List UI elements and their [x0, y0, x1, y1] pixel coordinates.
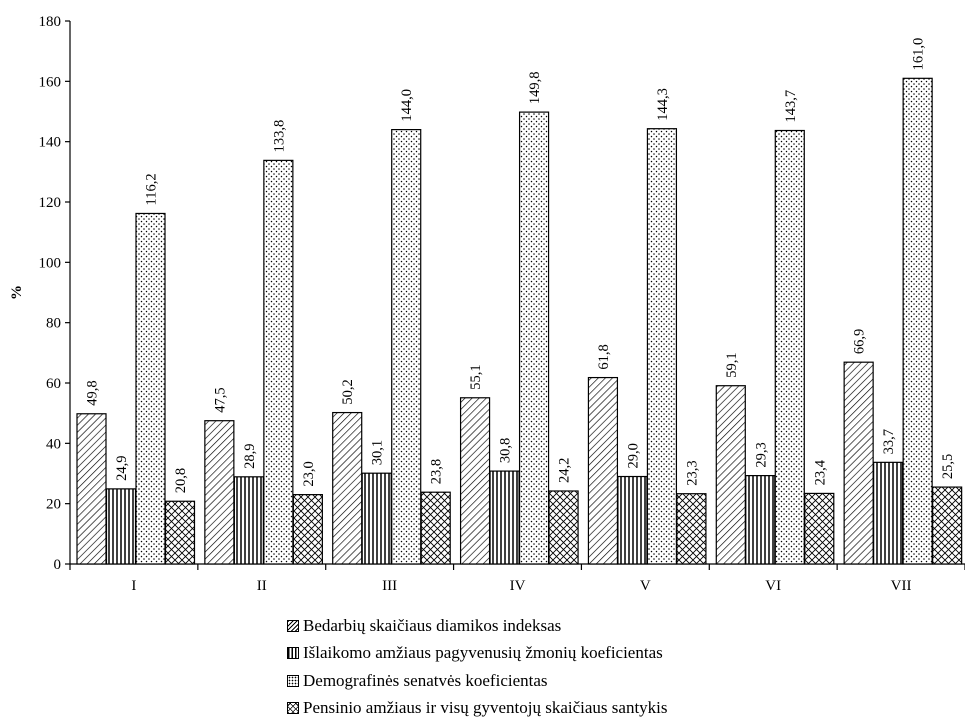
bar-series-2	[135, 212, 166, 565]
bar-series-3	[164, 500, 196, 565]
data-label: 29,0	[625, 443, 641, 468]
bar-series-0	[204, 420, 235, 565]
bar-series-2	[391, 129, 422, 565]
bar-series-1	[745, 475, 776, 565]
data-label: 47,5	[212, 387, 228, 412]
legend-item-series-2: Demografinės senatvės koeficientas	[287, 667, 668, 695]
legend: Bedarbių skaičiaus diamikos indeksas Išl…	[287, 612, 668, 722]
legend-item-series-3: Pensinio amžiaus ir visų gyventojų skaič…	[287, 695, 668, 723]
legend-label: Pensinio amžiaus ir visų gyventojų skaič…	[303, 698, 668, 718]
y-axis: 0 20 40 60 80 100 120 140 160 180	[39, 14, 71, 573]
bar-series-3	[932, 486, 963, 565]
bar-series-1	[361, 472, 392, 565]
data-label: 144,3	[655, 88, 671, 121]
bar-series-0	[332, 411, 363, 565]
x-axis: I II III IV V VI VII	[69, 563, 965, 594]
y-tick-label: 20	[46, 497, 61, 513]
data-label: 24,9	[114, 456, 130, 481]
y-tick-label: 60	[46, 376, 61, 392]
legend-item-series-0: Bedarbių skaičiaus diamikos indeksas	[287, 612, 668, 640]
bar-series-3	[676, 493, 707, 565]
data-label: 144,0	[399, 89, 415, 122]
bar-series-1	[489, 470, 520, 565]
bars	[76, 77, 963, 565]
bar-series-3	[292, 494, 323, 565]
bar-series-2	[646, 128, 678, 565]
bar-series-1	[873, 461, 904, 565]
data-label: 161,0	[911, 38, 927, 71]
x-tick-label: III	[382, 578, 397, 594]
data-label: 50,2	[340, 379, 356, 404]
bar-series-0	[843, 361, 874, 565]
data-label: 55,1	[468, 364, 484, 389]
legend-label: Demografinės senatvės koeficientas	[303, 670, 548, 690]
data-label: 133,8	[271, 120, 287, 153]
bar-series-3	[548, 490, 579, 565]
x-tick-label: VII	[891, 578, 912, 594]
data-label: 66,9	[852, 329, 868, 354]
bar-series-1	[233, 476, 264, 565]
legend-swatch-dotted	[287, 674, 299, 687]
x-tick-label: IV	[510, 578, 526, 594]
data-label: 116,2	[144, 173, 160, 205]
data-label: 23,8	[429, 459, 445, 484]
x-tick-label: VI	[765, 578, 781, 594]
legend-label: Bedarbių skaičiaus diamikos indeksas	[303, 615, 562, 635]
x-tick-label: V	[640, 578, 651, 594]
bar-series-0	[459, 397, 491, 565]
data-label: 29,3	[753, 442, 769, 467]
bar-series-2	[774, 129, 805, 565]
bar-series-2	[263, 159, 294, 565]
data-label: 23,0	[301, 461, 317, 486]
data-label: 28,9	[242, 443, 258, 468]
data-label: 20,8	[173, 468, 189, 493]
legend-label: Išlaikomo amžiaus pagyvenusių žmonių koe…	[303, 643, 663, 663]
data-label: 23,4	[812, 459, 828, 485]
data-label: 59,1	[724, 352, 740, 377]
y-tick-label: 120	[39, 195, 62, 211]
y-tick-label: 100	[39, 255, 62, 271]
bar-series-2	[902, 77, 933, 565]
data-label: 30,8	[498, 438, 514, 463]
bar-series-3	[420, 491, 451, 565]
data-label: 30,1	[370, 440, 386, 465]
bar-series-1	[105, 488, 137, 565]
bar-series-2	[518, 111, 550, 565]
y-axis-title-text: %	[9, 285, 25, 300]
legend-item-series-1: Išlaikomo amžiaus pagyvenusių žmonių koe…	[287, 640, 668, 668]
data-label: 24,2	[557, 458, 573, 483]
legend-swatch-vertical-lines	[287, 647, 299, 660]
data-label: 23,3	[684, 460, 700, 485]
bar-series-1	[617, 475, 648, 565]
bar-series-0	[715, 385, 746, 565]
data-label: 149,8	[527, 71, 543, 104]
bar-series-3	[804, 492, 835, 565]
data-label: 61,8	[596, 344, 612, 369]
y-tick-label: 140	[39, 135, 62, 151]
data-label: 143,7	[783, 90, 799, 123]
y-tick-label: 40	[46, 436, 61, 452]
y-tick-label: 180	[39, 14, 62, 30]
y-tick-label: 160	[39, 74, 62, 90]
data-label: 25,5	[940, 454, 956, 479]
legend-swatch-crosshatch	[287, 702, 299, 715]
bar-series-0	[587, 376, 619, 565]
bar-labels: 49,8 47,5 50,2 55,1 61,8 59,1 66,9 24,9 28,9 30,1…	[85, 38, 957, 494]
y-axis-title: %	[9, 285, 25, 300]
data-label: 33,7	[881, 429, 897, 454]
bar-series-0	[76, 413, 107, 565]
x-tick-label: I	[131, 578, 136, 594]
data-label: 49,8	[85, 380, 101, 405]
y-tick-label: 80	[46, 316, 61, 332]
x-tick-label: II	[257, 578, 267, 594]
y-tick-label: 0	[54, 557, 62, 573]
legend-swatch-diagonal-hatch	[287, 619, 299, 632]
